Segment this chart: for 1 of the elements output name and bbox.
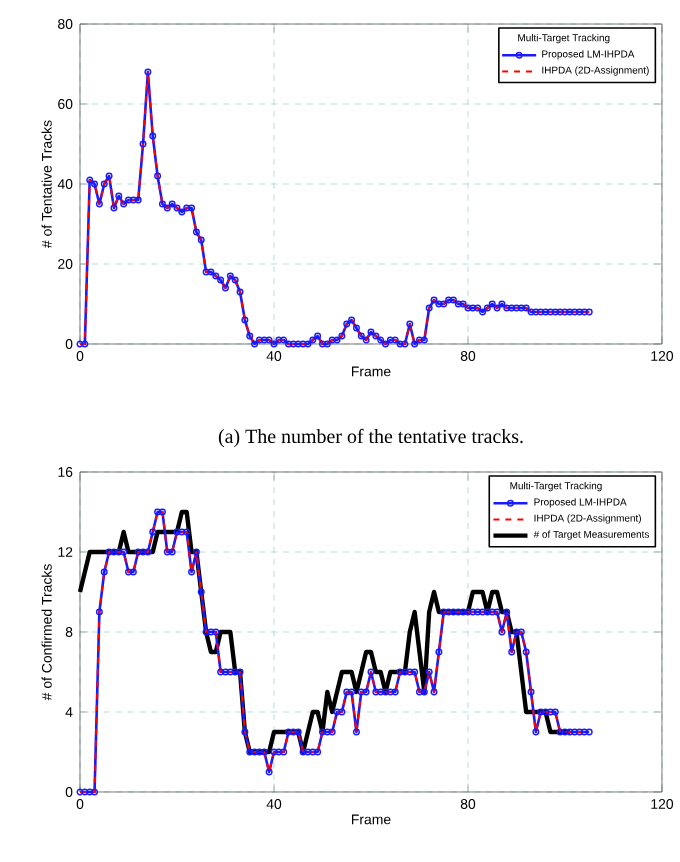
text: (a) The number of the tentative tracks.: [218, 428, 523, 448]
